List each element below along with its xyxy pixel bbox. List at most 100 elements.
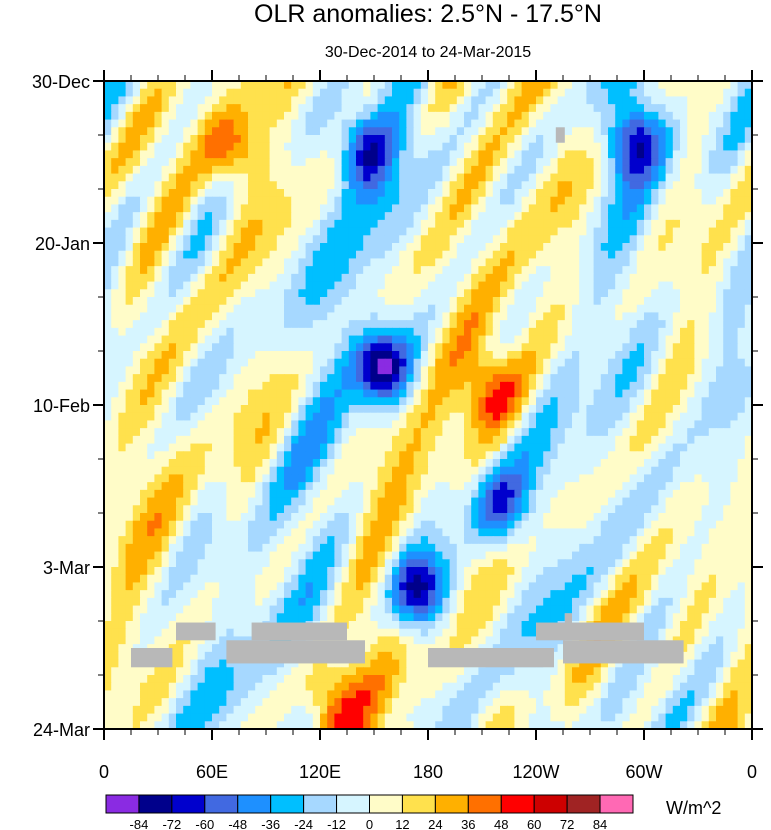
field-cell	[615, 127, 623, 136]
field-cell	[521, 204, 530, 213]
field-cell	[579, 327, 587, 337]
field-cell	[600, 111, 609, 121]
field-cell	[701, 127, 710, 136]
field-cell	[140, 505, 148, 514]
field-cell	[197, 150, 206, 159]
field-cell	[507, 482, 515, 491]
field-cell	[730, 397, 739, 406]
field-cell	[730, 204, 739, 213]
field-cell	[377, 420, 386, 429]
field-cell	[154, 127, 163, 136]
field-cell	[723, 111, 731, 121]
field-cell	[233, 96, 242, 105]
field-cell	[204, 358, 213, 368]
field-cell	[701, 289, 710, 298]
field-cell	[716, 428, 724, 437]
field-cell	[161, 351, 170, 360]
field-cell	[320, 381, 328, 391]
field-cell	[550, 243, 559, 252]
field-cell	[420, 412, 429, 422]
field-cell	[608, 104, 616, 113]
field-cell	[564, 119, 573, 128]
field-cell	[564, 482, 573, 491]
field-cell	[543, 459, 551, 468]
field-cell	[377, 366, 386, 375]
field-cell	[305, 435, 314, 445]
field-cell	[485, 412, 494, 422]
field-cell	[521, 482, 530, 491]
field-cell	[521, 374, 530, 383]
field-cell	[456, 165, 465, 175]
field-cell	[370, 243, 379, 252]
field-cell	[147, 351, 155, 360]
field-cell	[658, 258, 667, 267]
field-cell	[485, 135, 494, 144]
field-cell	[550, 235, 559, 244]
field-cell	[694, 351, 703, 360]
field-cell	[608, 343, 616, 352]
field-cell	[478, 127, 487, 136]
field-cell	[658, 343, 667, 352]
field-cell	[629, 420, 638, 429]
field-cell	[464, 127, 472, 136]
field-cell	[392, 459, 400, 468]
field-cell	[500, 451, 508, 460]
field-cell	[737, 189, 746, 198]
field-cell	[687, 96, 695, 105]
field-cell	[305, 250, 314, 260]
field-cell	[392, 374, 400, 383]
field-cell	[284, 81, 292, 90]
field-cell	[665, 358, 674, 368]
field-cell	[298, 474, 307, 483]
field-cell	[435, 165, 443, 175]
field-cell	[212, 435, 220, 445]
field-cell	[680, 466, 688, 476]
field-cell	[262, 88, 271, 98]
field-cell	[420, 250, 429, 260]
field-cell	[449, 466, 458, 476]
field-cell	[514, 389, 523, 398]
field-cell	[665, 219, 674, 229]
field-cell	[276, 189, 285, 198]
field-cell	[348, 104, 357, 113]
field-cell	[413, 96, 422, 105]
field-cell	[168, 273, 177, 283]
field-cell	[500, 127, 508, 136]
field-cell	[428, 374, 436, 383]
field-cell	[363, 366, 371, 375]
field-cell	[341, 150, 350, 159]
field-cell	[370, 173, 379, 182]
field-cell	[118, 374, 127, 383]
field-cell	[572, 358, 580, 368]
field-cell	[132, 312, 141, 321]
field-cell	[420, 351, 429, 360]
field-cell	[586, 150, 595, 159]
field-cell	[536, 405, 544, 414]
field-cell	[111, 320, 119, 329]
field-cell	[608, 266, 616, 275]
field-cell	[737, 235, 746, 244]
field-cell	[334, 227, 343, 236]
field-cell	[615, 304, 623, 314]
field-cell	[456, 297, 465, 306]
field-cell	[521, 88, 530, 98]
field-cell	[298, 482, 307, 491]
field-cell	[658, 374, 667, 383]
field-cell	[687, 227, 695, 236]
field-cell	[341, 181, 350, 190]
field-cell	[478, 297, 487, 306]
field-cell	[240, 405, 249, 414]
field-cell	[608, 135, 616, 144]
field-cell	[248, 281, 256, 290]
field-cell	[140, 196, 148, 206]
field-cell	[737, 366, 746, 375]
field-cell	[579, 281, 587, 290]
field-cell	[672, 420, 681, 429]
field-cell	[550, 189, 559, 198]
field-cell	[276, 258, 285, 267]
field-cell	[377, 443, 386, 452]
field-cell	[636, 374, 645, 383]
field-cell	[557, 320, 566, 329]
field-cell	[168, 266, 177, 275]
field-cell	[708, 142, 717, 152]
